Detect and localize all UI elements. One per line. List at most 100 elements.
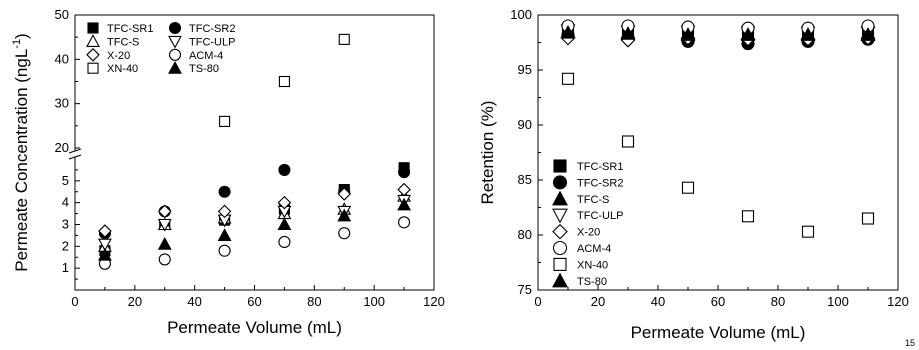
series-tfc-sr1 <box>561 23 875 39</box>
data-point <box>397 182 411 197</box>
y-tick-label: 20 <box>55 140 69 155</box>
x-tick-label: 100 <box>363 294 385 309</box>
data-point <box>398 166 411 179</box>
legend-label: ACM-4 <box>189 50 223 62</box>
data-point <box>561 72 575 85</box>
legend-label: TS-80 <box>189 63 219 75</box>
data-point <box>398 216 411 229</box>
concentration-chart: 0 20 40 60 80 100 120 20 30 40 50 1 2 3 4 5 Permeate Vol… <box>11 7 445 337</box>
y-axis-title: Retention (%) <box>478 101 497 205</box>
data-point <box>397 197 412 211</box>
legend-label: X-20 <box>577 227 600 239</box>
data-point <box>801 225 815 238</box>
legend-marker <box>553 159 567 173</box>
y-tick-label: 80 <box>518 227 532 242</box>
data-point <box>741 210 755 223</box>
x-axis-title: Permeate Volume (mL) <box>631 323 806 342</box>
y-tick-label: 90 <box>518 117 532 132</box>
series-xn-40 <box>561 72 875 238</box>
legend-label: TFC-SR2 <box>189 23 235 35</box>
series-tfc-ulp <box>560 24 876 41</box>
legend-label: TFC-S <box>577 194 609 206</box>
legend-marker <box>552 190 568 206</box>
series-ts-80 <box>97 197 412 261</box>
data-point <box>277 195 292 210</box>
data-point <box>277 217 292 231</box>
legend-marker <box>168 48 182 61</box>
series-tfc-s <box>560 23 876 40</box>
legend-label: TFC-S <box>107 36 139 48</box>
legend-marker <box>552 240 568 256</box>
series-xn-40 <box>219 33 350 127</box>
series-tfc-sr1 <box>99 162 410 257</box>
y-tick-label: 75 <box>518 282 532 297</box>
legend: TFC-SR1 TFC-SR2 TFC-S TFC-ULP X-20 ACM-4 XN-40… <box>86 21 235 75</box>
y-tick-label: 3 <box>62 217 69 232</box>
legend-marker <box>168 61 182 74</box>
data-point <box>860 27 876 41</box>
x-axis-title: Permeate Volume (mL) <box>167 318 342 337</box>
retention-chart: 0 20 40 60 80 100 120 75 80 85 90 95 100 Permeate Vol… <box>478 7 909 342</box>
series-tfc-s <box>97 188 412 252</box>
legend-label: TFC-SR1 <box>577 161 623 173</box>
series-ts-80 <box>560 24 876 41</box>
data-point <box>338 227 351 240</box>
series-acm-4 <box>561 19 875 35</box>
axis-break-mark <box>68 154 82 160</box>
y-tick-label: 95 <box>518 62 532 77</box>
x-tick-label: 20 <box>128 294 142 309</box>
legend-label: TFC-SR1 <box>107 23 153 35</box>
legend-marker <box>86 48 100 62</box>
data-point <box>157 218 172 232</box>
data-point <box>278 235 291 249</box>
legend-marker <box>86 34 100 47</box>
x-tick-label: 40 <box>187 294 201 309</box>
x-tick-label: 80 <box>771 294 785 309</box>
y-tick-label: 100 <box>510 7 532 22</box>
x-tick-label: 120 <box>887 294 909 309</box>
series-x-20 <box>560 30 876 48</box>
series-tfc-sr2 <box>561 28 875 51</box>
data-point <box>337 187 352 201</box>
data-point <box>620 26 636 40</box>
data-point <box>158 253 171 266</box>
data-point <box>98 224 112 238</box>
x-tick-label: 20 <box>591 294 605 309</box>
data-point <box>278 163 291 176</box>
legend-label: ACM-4 <box>577 243 611 255</box>
legend-marker <box>87 62 99 74</box>
legend-label: XN-40 <box>577 259 608 271</box>
data-point <box>217 228 232 241</box>
data-point <box>560 24 576 39</box>
legend-marker <box>552 208 568 224</box>
legend-marker <box>168 21 182 35</box>
series-tfc-ulp <box>97 194 412 252</box>
data-point <box>97 238 112 252</box>
legend-marker <box>168 35 182 49</box>
data-point <box>97 247 112 261</box>
data-point <box>157 237 172 250</box>
legend-label: XN-40 <box>107 63 138 75</box>
data-point <box>621 135 635 148</box>
legend-marker <box>87 22 99 34</box>
y-tick-label: 5 <box>62 173 69 188</box>
data-point <box>680 27 696 41</box>
legend-label: TFC-ULP <box>189 36 235 48</box>
y-tick-label: 30 <box>55 96 69 111</box>
legend-marker <box>553 257 567 271</box>
data-point <box>337 208 352 222</box>
y-tick-label: 50 <box>55 7 69 22</box>
legend-label: TFC-SR2 <box>577 177 623 189</box>
y-tick-label: 2 <box>62 238 69 253</box>
data-point <box>338 33 350 45</box>
data-point <box>218 185 231 198</box>
data-point <box>278 75 290 88</box>
page-number: 15 <box>904 338 915 348</box>
legend-marker <box>552 175 568 190</box>
x-tick-label: 100 <box>827 294 849 309</box>
x-tick-label: 0 <box>71 294 78 309</box>
axis-break-gap <box>69 151 81 157</box>
legend-label: TFC-ULP <box>577 210 623 222</box>
x-tick-label: 60 <box>247 294 261 309</box>
